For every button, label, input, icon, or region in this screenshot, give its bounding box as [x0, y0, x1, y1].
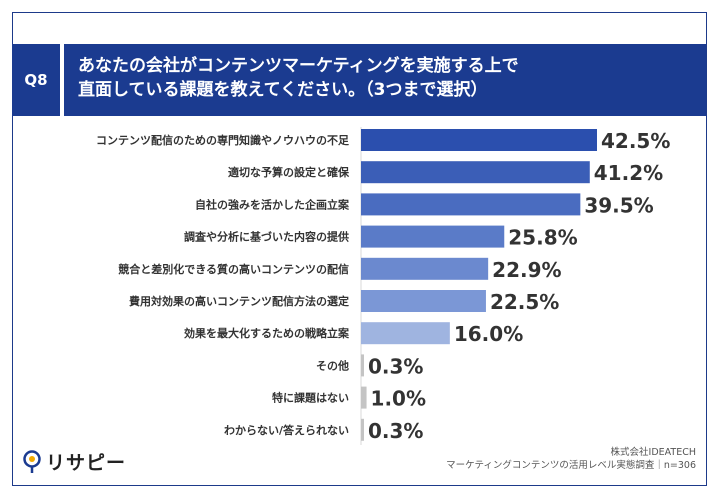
bar — [361, 418, 364, 441]
category-label: 自社の強みを活かした企画立案 — [195, 197, 350, 211]
value-label: 22.9% — [492, 258, 561, 282]
bar — [361, 386, 367, 409]
pin-icon — [23, 449, 41, 473]
category-label: わからない/答えられない — [224, 423, 349, 437]
question-title-line-2: 直面している課題を教えてください。（3つまで選択） — [78, 80, 488, 100]
bar — [361, 161, 590, 184]
category-label: その他 — [316, 358, 349, 372]
category-label: 競合と差別化できる質の高いコンテンツの配信 — [118, 262, 349, 276]
question-title-line-1: あなたの会社がコンテンツマーケティングを実施する上で — [78, 56, 519, 76]
value-label: 25.8% — [508, 226, 577, 250]
category-label: 効果を最大化するための戦略立案 — [184, 326, 350, 340]
value-label: 22.5% — [490, 290, 559, 314]
source-company: 株式会社IDEATECH — [610, 447, 696, 458]
value-label: 16.0% — [454, 322, 523, 346]
value-label: 39.5% — [584, 193, 653, 217]
bar — [361, 290, 486, 312]
question-number: Q8 — [12, 44, 60, 116]
question-header: Q8 あなたの会社がコンテンツマーケティングを実施する上で 直面している課題を教… — [12, 44, 706, 116]
source-note: 株式会社IDEATECH マーケティングコンテンツの活用レベル実態調査｜n=30… — [446, 446, 696, 472]
bar — [361, 322, 450, 345]
bar — [361, 193, 581, 216]
category-label: 特に課題はない — [272, 391, 349, 405]
bar — [361, 257, 489, 280]
category-label: 適切な予算の設定と確保 — [228, 165, 350, 179]
value-label: 42.5% — [601, 129, 670, 153]
value-label: 1.0% — [371, 387, 426, 411]
risapy-logo: リサピー — [22, 448, 126, 475]
category-label: コンテンツ配信のための専門知識やノウハウの不足 — [96, 133, 350, 147]
bar — [361, 129, 597, 151]
bar — [361, 225, 505, 248]
category-label: 費用対効果の高いコンテンツ配信方法の選定 — [128, 294, 349, 308]
bar — [361, 354, 364, 377]
value-label: 0.3% — [368, 419, 423, 443]
question-title: あなたの会社がコンテンツマーケティングを実施する上で 直面している課題を教えてく… — [64, 44, 706, 116]
value-label: 0.3% — [368, 354, 423, 378]
value-label: 41.2% — [594, 161, 663, 185]
category-label: 調査や分析に基づいた内容の提供 — [184, 230, 349, 244]
source-survey: マーケティングコンテンツの活用レベル実態調査｜n=306 — [446, 460, 696, 471]
logo-text: リサピー — [46, 452, 127, 474]
